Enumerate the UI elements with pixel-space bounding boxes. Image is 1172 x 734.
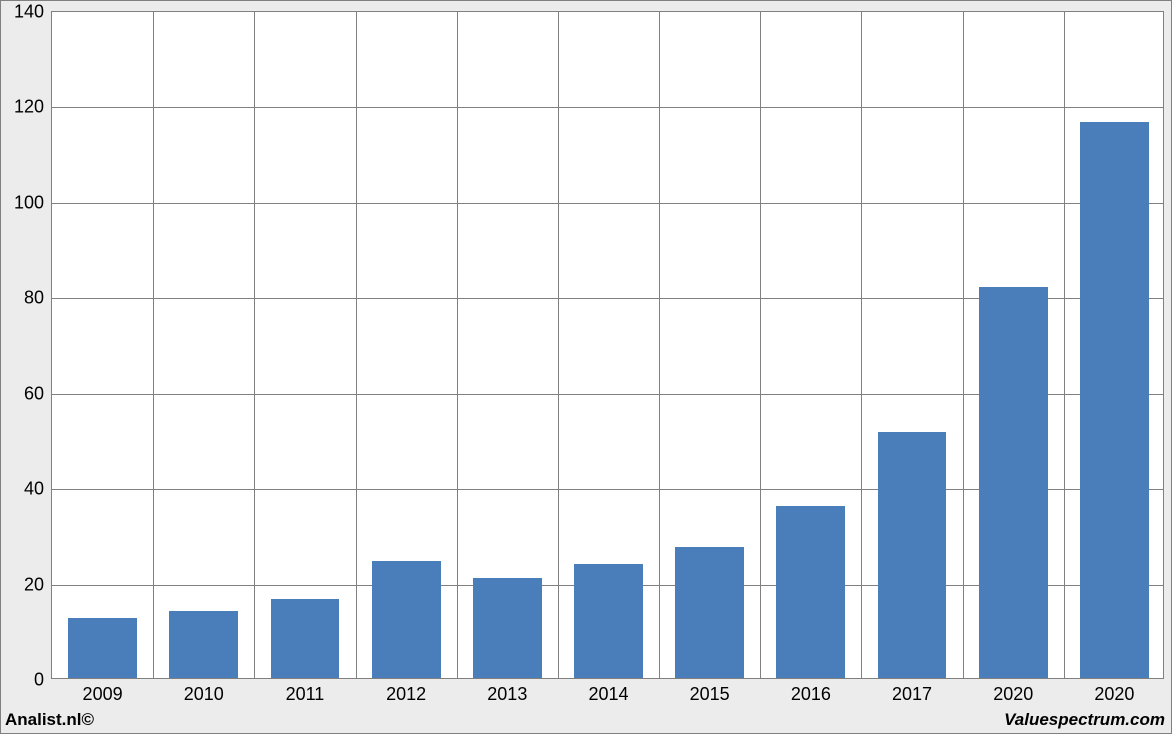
bar bbox=[271, 599, 340, 678]
bar bbox=[1080, 122, 1149, 678]
bar bbox=[878, 432, 947, 678]
x-axis-label: 2012 bbox=[386, 684, 426, 705]
y-axis-label: 20 bbox=[24, 574, 44, 595]
gridline-v bbox=[963, 12, 964, 678]
y-axis-label: 0 bbox=[34, 670, 44, 691]
bar bbox=[372, 561, 441, 678]
bar bbox=[776, 506, 845, 678]
gridline-v bbox=[254, 12, 255, 678]
x-axis-label: 2009 bbox=[83, 684, 123, 705]
y-axis-label: 60 bbox=[24, 383, 44, 404]
x-axis-label: 2020 bbox=[1094, 684, 1134, 705]
x-axis-label: 2016 bbox=[791, 684, 831, 705]
bar bbox=[675, 547, 744, 678]
gridline-v bbox=[356, 12, 357, 678]
footer-left-text: Analist.nl© bbox=[5, 710, 94, 730]
chart-container: 0 20 40 60 80 100 120 140 2009 2010 2011 2012 2013 20… bbox=[0, 0, 1172, 734]
y-axis-label: 100 bbox=[14, 192, 44, 213]
plot-area: 0204060801001201402009201020112012201320… bbox=[51, 11, 1164, 679]
gridline-v bbox=[659, 12, 660, 678]
footer-right-text: Valuespectrum.com bbox=[1004, 710, 1165, 730]
y-axis-label: 40 bbox=[24, 479, 44, 500]
gridline-v bbox=[457, 12, 458, 678]
bar bbox=[979, 287, 1048, 678]
gridline-v bbox=[1064, 12, 1065, 678]
gridline-v bbox=[861, 12, 862, 678]
y-axis-label: 80 bbox=[24, 288, 44, 309]
x-axis-label: 2013 bbox=[487, 684, 527, 705]
x-axis-label: 2015 bbox=[690, 684, 730, 705]
bar bbox=[68, 618, 137, 678]
x-axis-label: 2014 bbox=[588, 684, 628, 705]
x-axis-label: 2010 bbox=[184, 684, 224, 705]
y-axis-label: 120 bbox=[14, 97, 44, 118]
gridline-h bbox=[52, 203, 1163, 204]
y-axis-label: 140 bbox=[14, 2, 44, 23]
x-axis-label: 2011 bbox=[286, 684, 325, 705]
gridline-v bbox=[558, 12, 559, 678]
bar bbox=[574, 564, 643, 679]
x-axis-label: 2020 bbox=[993, 684, 1033, 705]
gridline-h bbox=[52, 107, 1163, 108]
bar bbox=[473, 578, 542, 678]
bar bbox=[169, 611, 238, 678]
x-axis-label: 2017 bbox=[892, 684, 932, 705]
gridline-v bbox=[760, 12, 761, 678]
gridline-v bbox=[153, 12, 154, 678]
